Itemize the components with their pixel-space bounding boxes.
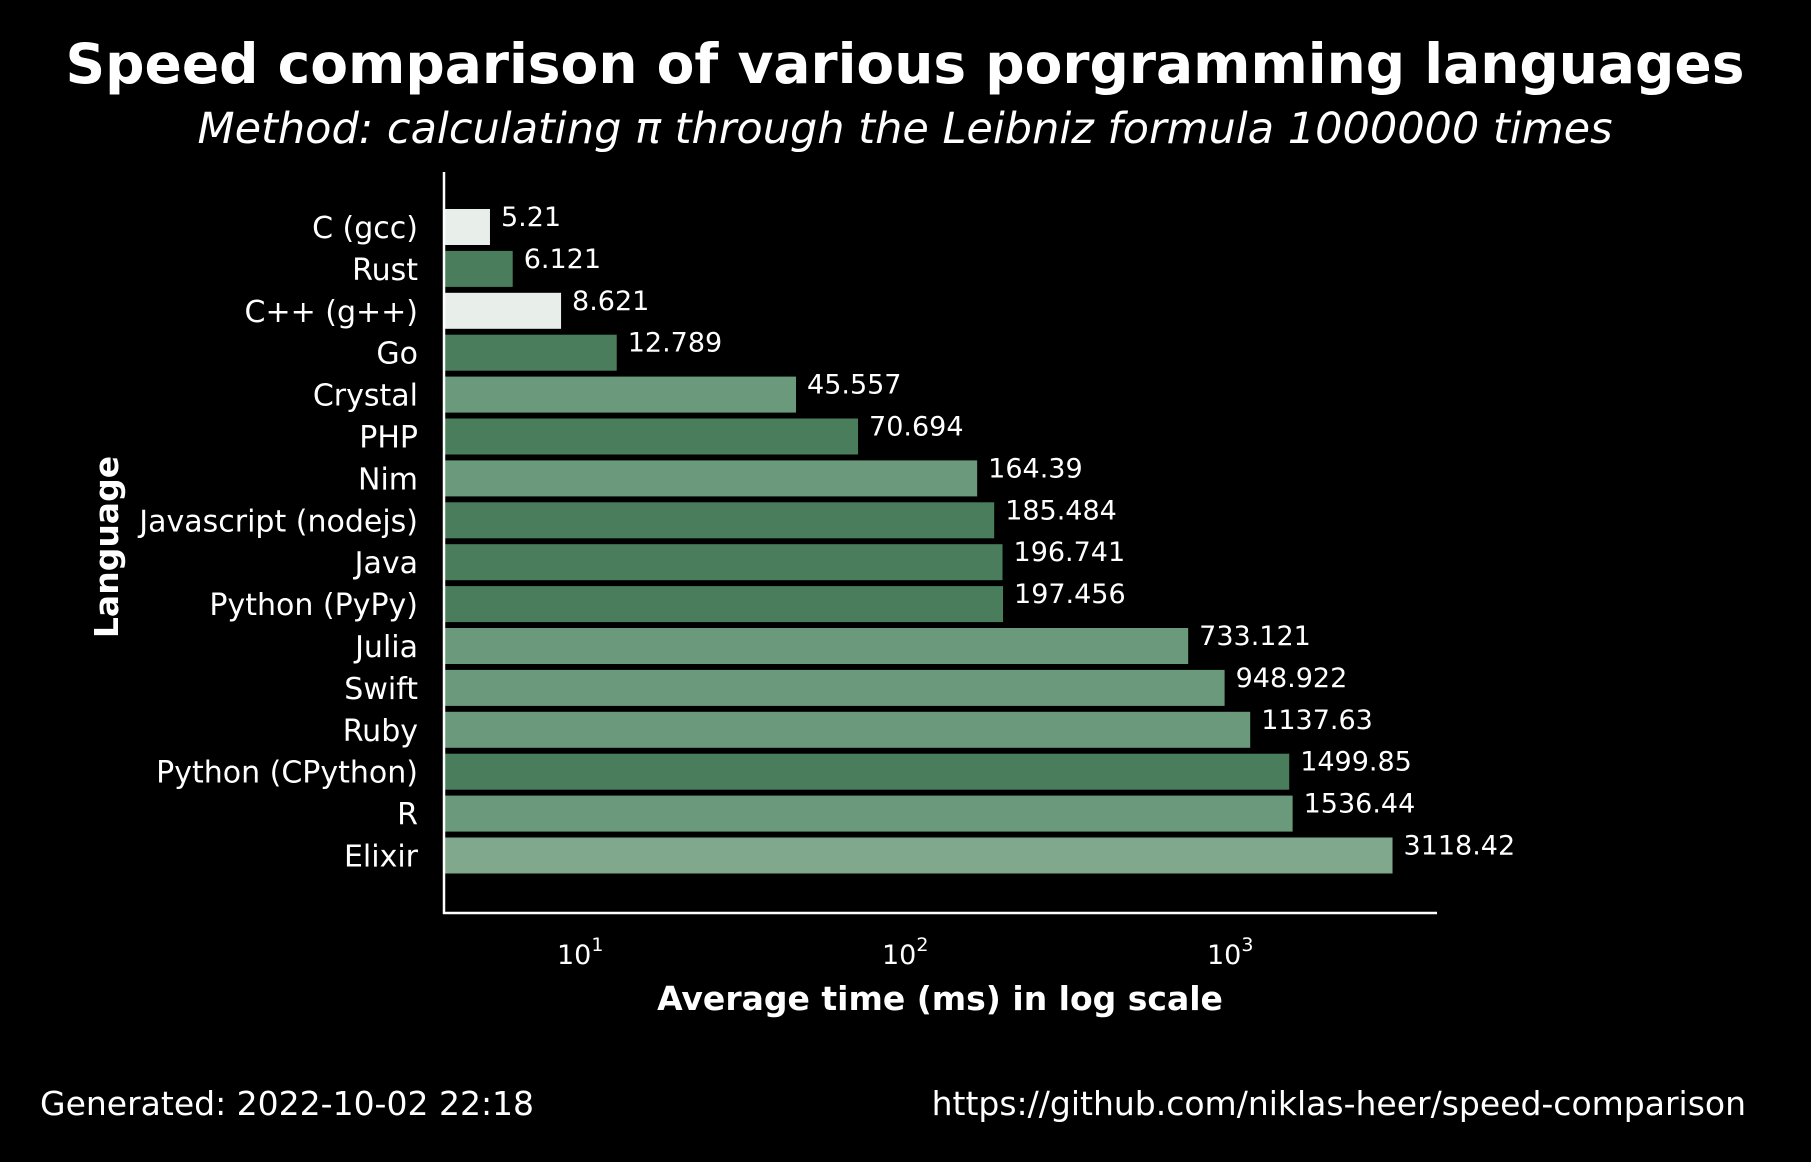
category-label: Javascript (nodejs) bbox=[137, 504, 418, 539]
bar-6 bbox=[445, 460, 978, 497]
value-label: 8.621 bbox=[572, 286, 649, 317]
chart-subtitle: Method: calculating π through the Leibni… bbox=[198, 104, 1613, 154]
x-tick-label: 103 bbox=[1207, 934, 1253, 971]
bar-1 bbox=[445, 250, 513, 287]
category-label: Python (PyPy) bbox=[209, 588, 418, 623]
value-label: 1499.85 bbox=[1300, 747, 1412, 778]
value-label: 1536.44 bbox=[1304, 789, 1416, 820]
x-ticks-group: 101 102 103 bbox=[557, 934, 1253, 971]
x-tick-label: 101 bbox=[557, 934, 603, 971]
x-axis-title: Average time (ms) in log scale bbox=[657, 979, 1223, 1018]
value-label: 70.694 bbox=[869, 412, 963, 443]
value-label: 185.484 bbox=[1005, 495, 1117, 526]
bar-4 bbox=[445, 376, 797, 413]
category-label: Ruby bbox=[343, 714, 418, 749]
category-label: Java bbox=[353, 546, 418, 581]
category-label: Crystal bbox=[313, 379, 418, 414]
value-label: 3118.42 bbox=[1404, 831, 1516, 862]
category-label: Go bbox=[376, 337, 418, 372]
category-label: Nim bbox=[358, 462, 418, 497]
bar-8 bbox=[445, 544, 1003, 581]
category-label: R bbox=[397, 798, 418, 833]
value-label: 1137.63 bbox=[1261, 705, 1373, 736]
x-tick-exponent: 3 bbox=[1241, 934, 1253, 956]
x-tick-base: 10 bbox=[882, 940, 916, 971]
y-axis-title: Language bbox=[87, 456, 126, 638]
bar-2 bbox=[445, 292, 562, 329]
x-tick-base: 10 bbox=[557, 940, 591, 971]
value-label: 948.922 bbox=[1236, 663, 1348, 694]
category-label: Elixir bbox=[344, 840, 419, 875]
x-tick-exponent: 2 bbox=[916, 934, 928, 956]
x-tick-base: 10 bbox=[1207, 940, 1241, 971]
footer-url: https://github.com/niklas-heer/speed-com… bbox=[932, 1084, 1746, 1123]
category-label: Python (CPython) bbox=[156, 756, 418, 791]
category-label: PHP bbox=[359, 421, 418, 456]
bar-15 bbox=[445, 837, 1393, 874]
bar-0 bbox=[445, 209, 490, 245]
bar-3 bbox=[445, 334, 617, 371]
bar-12 bbox=[445, 711, 1251, 748]
bar-13 bbox=[445, 753, 1290, 790]
x-tick-label: 102 bbox=[882, 934, 928, 971]
value-label: 164.39 bbox=[988, 453, 1082, 484]
bar-9 bbox=[445, 586, 1004, 623]
bar-7 bbox=[445, 502, 995, 539]
category-label: C++ (g++) bbox=[245, 295, 418, 330]
value-label: 45.557 bbox=[807, 370, 901, 401]
value-label: 196.741 bbox=[1014, 537, 1126, 568]
bar-11 bbox=[445, 669, 1225, 706]
bar-5 bbox=[445, 418, 859, 455]
footer-generated: Generated: 2022-10-02 22:18 bbox=[40, 1084, 534, 1123]
category-label: Rust bbox=[352, 253, 418, 288]
value-label: 5.21 bbox=[501, 202, 561, 233]
chart-title: Speed comparison of various porgramming … bbox=[66, 32, 1745, 96]
category-label: C (gcc) bbox=[312, 211, 418, 246]
bar-10 bbox=[445, 628, 1189, 664]
value-label: 12.789 bbox=[628, 328, 722, 359]
bars-group: C (gcc) 5.21 Rust 6.121 C++ (g++) 8.621 Go 12.7… bbox=[137, 202, 1515, 875]
x-tick-exponent: 1 bbox=[591, 934, 603, 956]
category-label: Julia bbox=[353, 630, 418, 665]
value-label: 6.121 bbox=[524, 244, 601, 275]
category-label: Swift bbox=[344, 672, 418, 707]
value-label: 733.121 bbox=[1199, 621, 1311, 652]
value-label: 197.456 bbox=[1014, 579, 1126, 610]
bar-14 bbox=[445, 795, 1293, 832]
